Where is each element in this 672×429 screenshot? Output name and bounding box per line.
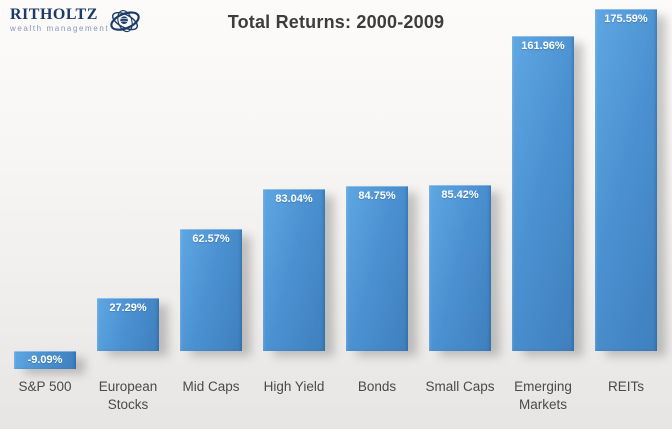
bar-small-caps: 85.42%: [429, 184, 491, 351]
bar-value-label: 83.04%: [275, 193, 313, 206]
logo: RITHOLTZ wealth management: [10, 6, 143, 40]
bar-high-yield: 83.04%: [263, 189, 325, 351]
category-label: Mid Caps: [182, 379, 240, 394]
logo-tagline: wealth management: [10, 24, 110, 33]
bar-value-label: 161.96%: [521, 39, 565, 52]
category-label: Bonds: [357, 379, 397, 394]
category-label: High Yield: [263, 379, 325, 394]
logo-brand: RITHOLTZ: [10, 6, 98, 23]
bar-mid-caps: 62.57%: [180, 229, 242, 351]
orbit-logo-icon: [110, 10, 140, 33]
bar-bonds: 84.75%: [346, 185, 408, 351]
bar-reits: 175.59%: [595, 9, 657, 351]
bar-value-label: 84.75%: [358, 189, 396, 202]
bar-value-label: 27.29%: [109, 301, 147, 314]
bar-european-stocks: 27.29%: [97, 297, 159, 351]
logo-text: RITHOLTZ wealth management: [10, 6, 109, 33]
chart-title: Total Returns: 2000-2009: [227, 12, 445, 32]
category-label: S&P 500: [18, 379, 72, 394]
category-label: Small Caps: [425, 379, 495, 394]
bar-value-label: 62.57%: [192, 233, 230, 246]
bar-value-label: 175.59%: [604, 13, 648, 25]
bar-emerging-markets: 161.96%: [512, 35, 574, 351]
category-label: REITs: [607, 379, 644, 394]
category-label: Emerging Markets: [514, 379, 572, 412]
bar-value-label: -9.09%: [27, 353, 63, 366]
bar-value-label: 85.42%: [441, 188, 479, 201]
category-label: European Stocks: [98, 379, 158, 412]
bar-s-p-500: -9.09%: [14, 351, 76, 369]
